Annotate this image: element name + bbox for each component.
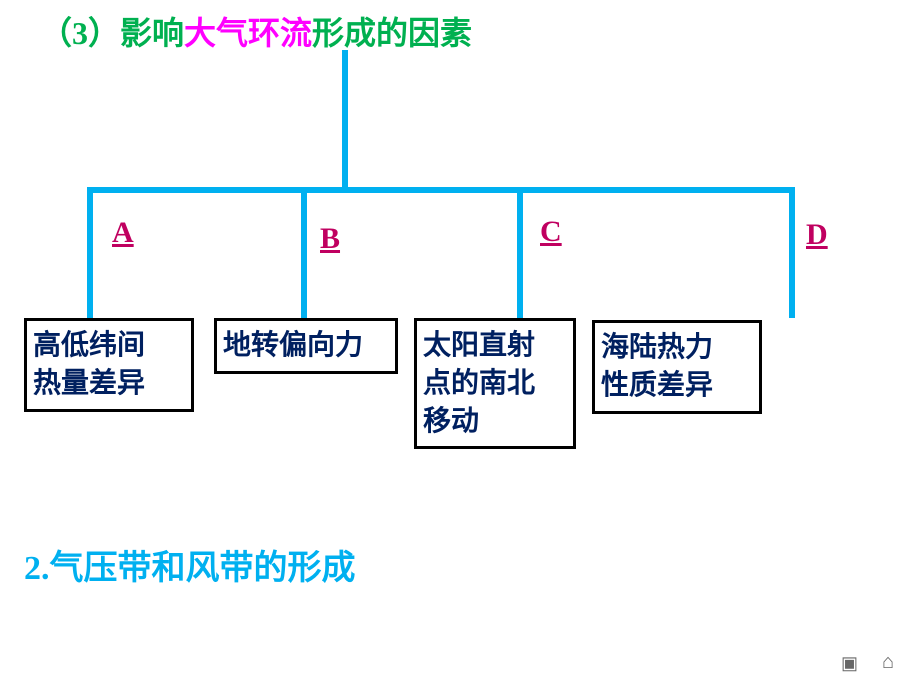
label-a: A — [112, 216, 134, 250]
box-a-text: 高低纬间热量差异 — [33, 330, 145, 399]
next-slide-icon[interactable]: ▣ — [841, 653, 858, 674]
label-c: C — [540, 215, 562, 249]
label-d: D — [806, 218, 828, 252]
box-d-text: 海陆热力性质差异 — [601, 332, 713, 401]
box-b: 地转偏向力 — [214, 318, 398, 374]
box-a: 高低纬间热量差异 — [24, 318, 194, 412]
box-c-text: 太阳直射点的南北移动 — [423, 330, 535, 437]
box-c: 太阳直射点的南北移动 — [414, 318, 576, 449]
home-icon[interactable]: ⌂ — [882, 651, 894, 674]
box-d: 海陆热力性质差异 — [592, 320, 762, 414]
box-b-text: 地转偏向力 — [223, 330, 363, 361]
next-section-title: 2.气压带和风带的形成 — [24, 540, 356, 589]
label-b: B — [320, 222, 340, 256]
